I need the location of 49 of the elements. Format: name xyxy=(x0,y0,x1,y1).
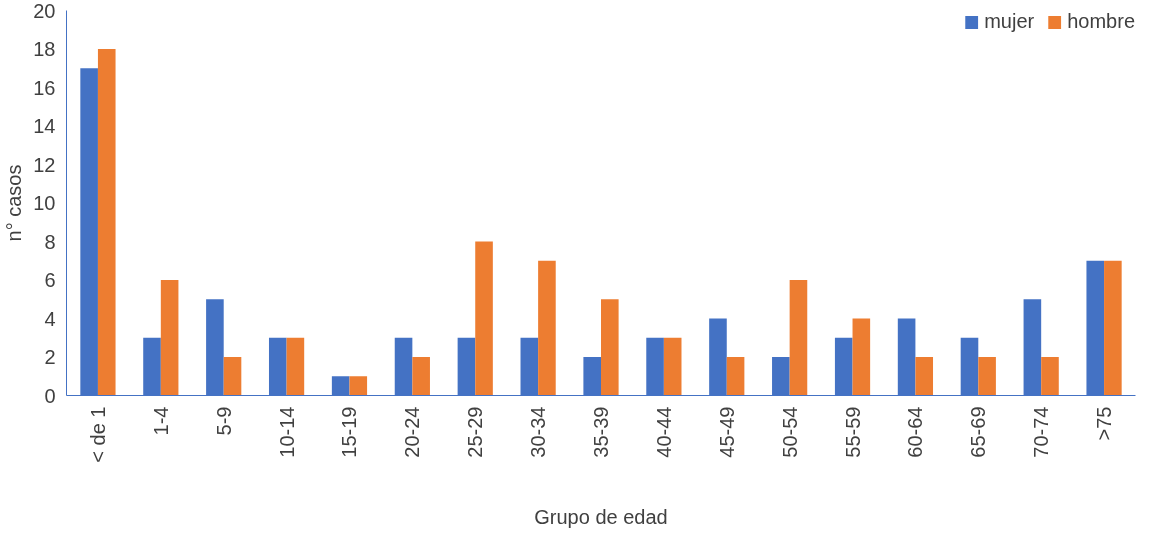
x-tick-label: 15-19 xyxy=(338,406,361,458)
bar xyxy=(1041,357,1059,396)
y-tick-label: 2 xyxy=(44,346,56,368)
bar xyxy=(475,241,493,396)
x-axis-title: Grupo de edad xyxy=(534,505,668,528)
y-tick-label: 16 xyxy=(33,76,56,99)
y-tick-label: 12 xyxy=(33,153,56,176)
bar xyxy=(789,280,808,396)
bar xyxy=(915,357,934,396)
x-tick-label: 40-44 xyxy=(652,406,675,458)
legend-label: hombre xyxy=(1067,10,1135,33)
y-tick-label: 10 xyxy=(33,192,56,214)
x-tick-label: 10-14 xyxy=(275,406,298,458)
y-tick-label: 6 xyxy=(44,269,56,291)
x-tick-label: 5-9 xyxy=(212,406,235,436)
y-tick-label: 20 xyxy=(33,0,56,22)
y-tick-label: 8 xyxy=(44,230,56,253)
x-tick-label: 45-49 xyxy=(715,406,738,458)
bar xyxy=(286,337,305,396)
x-tick-label: >75 xyxy=(1093,406,1116,441)
bar xyxy=(97,49,116,396)
x-tick-label: 20-24 xyxy=(401,406,424,458)
x-tick-label: 65-69 xyxy=(967,406,990,458)
bar xyxy=(412,357,430,396)
x-tick-label: 30-34 xyxy=(527,406,550,458)
y-tick-label: 18 xyxy=(33,38,56,60)
x-tick-label: < de 1 xyxy=(86,406,109,463)
legend-label: mujer xyxy=(984,10,1035,33)
y-tick-label: 14 xyxy=(33,115,56,137)
bar xyxy=(1104,260,1122,396)
bar xyxy=(601,299,619,396)
bar xyxy=(852,318,871,396)
bar xyxy=(538,260,556,396)
x-tick-label: 70-74 xyxy=(1030,406,1053,458)
y-tick-label: 4 xyxy=(44,307,56,330)
x-tick-label: 1-4 xyxy=(149,406,172,436)
y-tick-label: 0 xyxy=(44,384,56,407)
bar xyxy=(160,280,179,396)
x-tick-label: 55-59 xyxy=(841,406,864,458)
bar xyxy=(349,376,368,396)
bar xyxy=(223,357,242,396)
x-tick-label: 25-29 xyxy=(464,406,487,458)
bar xyxy=(663,337,682,396)
bar xyxy=(726,357,745,396)
x-tick-label: 35-39 xyxy=(590,406,612,458)
x-tick-label: 50-54 xyxy=(778,406,801,458)
y-axis-title: n° casos xyxy=(3,164,26,242)
bar xyxy=(978,357,996,396)
x-tick-label: 60-64 xyxy=(904,406,927,458)
